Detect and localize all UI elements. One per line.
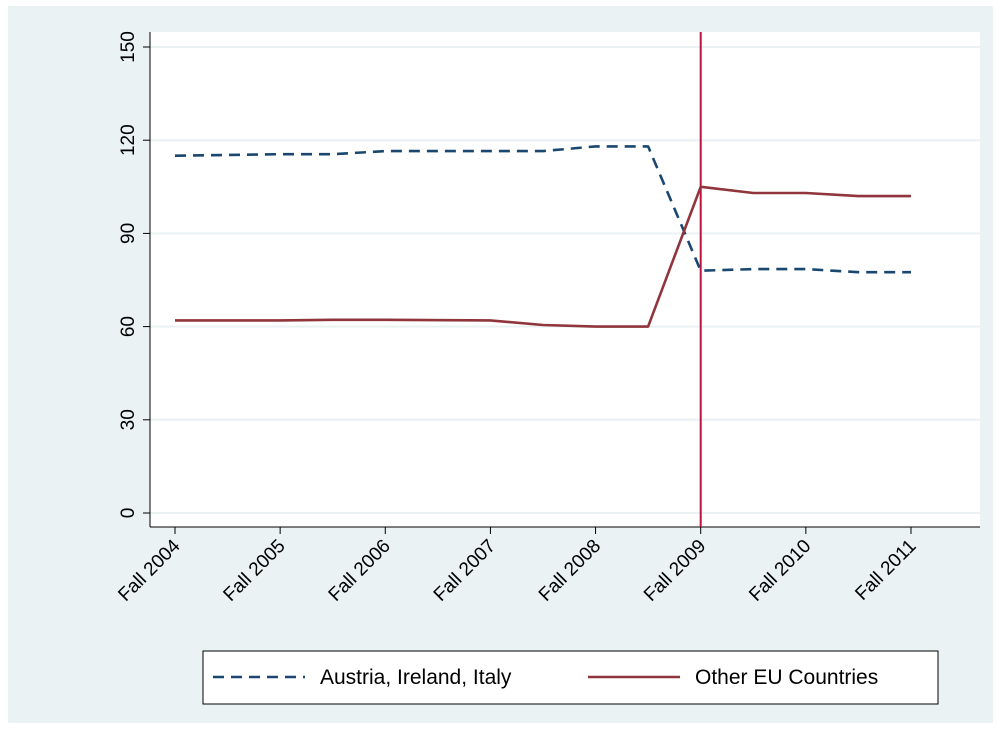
legend-box: [202, 650, 939, 705]
legend: Austria, Ireland, Italy Other EU Countrie…: [202, 650, 939, 705]
y-axis-tick-labels: 0 30 60 90 120 150: [118, 31, 139, 518]
y-tick-label: 60: [118, 316, 139, 337]
y-tick-label: 30: [118, 409, 139, 430]
series-lines: [174, 145, 911, 328]
legend-label: Other EU Countries: [695, 666, 878, 689]
y-tick-label: 90: [118, 223, 139, 244]
plot-area: [150, 32, 980, 527]
y-tick-label: 150: [118, 31, 139, 63]
y-tick-label: 0: [118, 508, 139, 519]
series-line: [175, 185, 911, 328]
axes: [143, 32, 980, 534]
y-tick-label: 120: [118, 124, 139, 156]
legend-label: Austria, Ireland, Italy: [320, 666, 512, 689]
series-line: [174, 145, 911, 274]
